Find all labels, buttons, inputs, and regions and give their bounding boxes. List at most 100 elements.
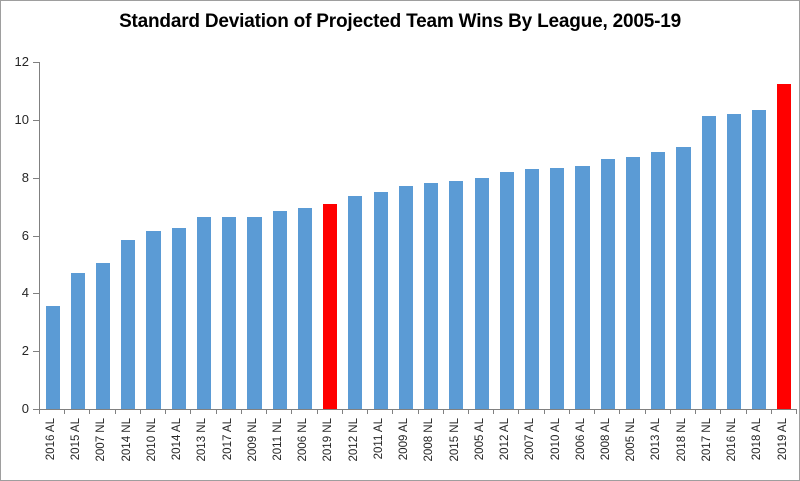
x-tick-label: 2011 AL [372, 418, 385, 460]
x-label-cell: 2013 AL [645, 418, 670, 478]
x-label-cell: 2011 NL [266, 418, 291, 478]
x-axis-tick [469, 410, 495, 414]
bar-2018-nl [676, 147, 691, 409]
x-tick-label: 2018 NL [675, 418, 688, 462]
bar-slot [620, 62, 645, 409]
bars-row [40, 62, 797, 409]
bar-2016-al [45, 306, 60, 409]
x-tick-label: 2009 NL [246, 418, 259, 462]
x-axis-tick [595, 410, 621, 414]
x-label-cell: 2019 AL [771, 418, 796, 478]
x-tick-label: 2008 AL [600, 418, 613, 461]
bar-slot [191, 62, 216, 409]
y-tick-label: 8 [21, 170, 29, 185]
plot-area [39, 62, 797, 410]
x-tick-label: 2017 NL [700, 418, 713, 462]
y-axis-tick [33, 62, 39, 63]
x-labels-row: 2016 AL 2015 AL 2007 NL 2014 NL 2010 NL 2014 … [39, 418, 796, 478]
x-tick-label: 2007 AL [524, 418, 537, 461]
x-label-cell: 2005 AL [468, 418, 493, 478]
x-axis-tick [671, 410, 697, 414]
y-tick-label: 2 [21, 343, 29, 358]
x-label-cell: 2016 AL [39, 418, 64, 478]
x-axis-tick [646, 410, 671, 414]
y-tick-label: 6 [21, 228, 29, 243]
y-tick-label: 0 [21, 401, 29, 416]
x-axis-tick [419, 410, 444, 414]
bar-2017-al [222, 216, 237, 409]
bar-slot [141, 62, 166, 409]
bar-slot [671, 62, 696, 409]
x-label-cell: 2009 AL [392, 418, 417, 478]
x-tick-label: 2005 NL [625, 418, 638, 462]
x-axis-tick [696, 410, 722, 414]
x-tick-label: 2012 AL [499, 418, 512, 461]
bar-2010-nl [146, 231, 161, 409]
y-tick-label: 10 [14, 112, 29, 127]
x-tick-label: 2006 AL [574, 418, 587, 461]
x-label-cell: 2009 NL [241, 418, 266, 478]
x-tick-label: 2010 NL [145, 418, 158, 462]
x-ticks-row [39, 410, 798, 414]
bar-2008-nl [424, 183, 439, 409]
bar-slot [772, 62, 797, 409]
bar-slot [90, 62, 115, 409]
x-tick-label: 2013 AL [650, 418, 663, 461]
x-label-cell: 2014 AL [165, 418, 190, 478]
bar-2009-al [398, 186, 413, 409]
bar-slot [242, 62, 267, 409]
x-axis-tick [545, 410, 570, 414]
x-label-cell: 2018 NL [670, 418, 695, 478]
bar-slot [368, 62, 393, 409]
x-tick-label: 2006 NL [297, 418, 310, 462]
x-axis-tick [318, 410, 343, 414]
y-axis-tick [33, 293, 39, 294]
x-axis-tick [191, 410, 217, 414]
y-axis-tick [33, 409, 39, 410]
x-tick-label: 2014 NL [120, 418, 133, 462]
bar-slot [318, 62, 343, 409]
x-tick-label: 2019 NL [322, 418, 335, 462]
y-axis-tick [33, 120, 39, 121]
x-label-cell: 2012 NL [342, 418, 367, 478]
x-label-cell: 2007 NL [89, 418, 114, 478]
x-axis-tick [242, 410, 268, 414]
bar-slot [40, 62, 65, 409]
bar-2019-nl [323, 203, 338, 409]
bar-2005-al [474, 177, 489, 409]
y-tick-label: 12 [14, 54, 29, 69]
x-label-cell: 2011 AL [367, 418, 392, 478]
y-axis-tick [33, 351, 39, 352]
bar-slot [545, 62, 570, 409]
x-axis-tick [116, 410, 141, 414]
x-label-cell: 2016 NL [720, 418, 745, 478]
bar-2019-al [777, 83, 792, 409]
x-tick-label: 2012 NL [347, 418, 360, 462]
bar-2013-al [651, 151, 666, 409]
bar-slot [696, 62, 721, 409]
x-label-cell: 2006 NL [291, 418, 316, 478]
x-axis-tick [65, 410, 91, 414]
x-tick-label: 2005 AL [473, 418, 486, 461]
bar-2013-nl [196, 216, 212, 409]
bar-2017-nl [701, 115, 716, 409]
x-axis-tick [343, 410, 369, 414]
x-label-cell: 2015 AL [64, 418, 89, 478]
bar-slot [747, 62, 772, 409]
x-axis-tick [721, 410, 747, 414]
bar-2012-al [499, 171, 514, 409]
bar-2007-al [525, 169, 540, 409]
x-tick-label: 2016 AL [44, 418, 57, 461]
x-tick-label: 2018 AL [751, 418, 764, 461]
x-axis-tick [570, 410, 596, 414]
x-axis-tick [494, 410, 520, 414]
bar-slot [267, 62, 292, 409]
x-tick-label: 2016 NL [726, 418, 739, 462]
bar-2016-nl [726, 114, 741, 409]
x-label-cell: 2013 NL [190, 418, 215, 478]
x-label-cell: 2007 AL [518, 418, 543, 478]
x-axis-tick [772, 410, 798, 414]
bar-slot [419, 62, 444, 409]
bar-slot [292, 62, 317, 409]
